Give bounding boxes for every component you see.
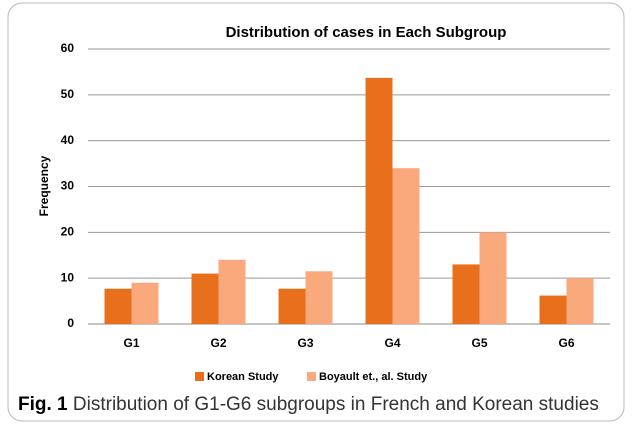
caption-text: Distribution of G1-G6 subgroups in Frenc… (73, 394, 599, 415)
bar (218, 259, 246, 324)
bar (365, 77, 393, 324)
bar (131, 282, 159, 324)
legend-label: Boyault et., al. Study (319, 371, 428, 383)
bar (278, 288, 306, 324)
y-tick-label: 60 (61, 41, 75, 55)
y-tick-label: 10 (61, 270, 75, 284)
bar (104, 288, 132, 324)
bar (191, 273, 219, 324)
y-tick-label: 30 (61, 179, 75, 193)
legend-label: Korean Study (207, 371, 279, 383)
bar (305, 271, 333, 324)
bar (539, 295, 567, 324)
x-tick-label: G2 (210, 336, 226, 350)
y-tick-label: 0 (67, 316, 74, 330)
bar (566, 278, 594, 324)
chart-title: Distribution of cases in Each Subgroup (226, 24, 507, 41)
bar (452, 264, 480, 324)
y-tick-label: 40 (61, 133, 75, 147)
frame (7, 2, 625, 422)
caption-label: Fig. 1 (18, 394, 68, 415)
x-tick-label: G3 (297, 336, 313, 350)
legend-swatch (307, 372, 316, 381)
x-tick-label: G6 (558, 336, 574, 350)
x-tick-label: G4 (384, 336, 400, 350)
y-tick-label: 20 (61, 225, 75, 239)
bar (392, 168, 420, 324)
bar (479, 232, 507, 324)
y-tick-label: 50 (61, 87, 75, 101)
legend-swatch (195, 372, 204, 381)
x-tick-label: G1 (123, 336, 139, 350)
x-tick-label: G5 (471, 336, 487, 350)
caption: Fig. 1 Distribution of G1-G6 subgroups i… (18, 394, 599, 415)
y-axis-label: Frequency (37, 155, 51, 216)
